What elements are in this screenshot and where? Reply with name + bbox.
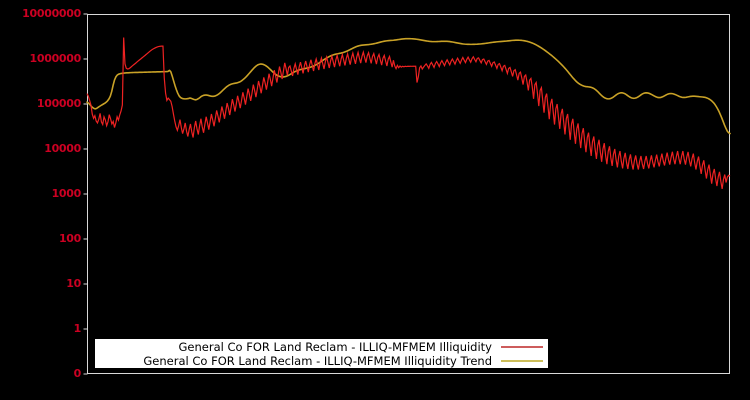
legend-swatch-illiquidity-trend xyxy=(501,360,543,362)
series-line-illiquidity xyxy=(86,37,731,189)
y-tick-label: 1000 xyxy=(51,187,82,200)
legend-label-illiquidity-trend: General Co FOR Land Reclam - ILLIQ-MFMEM… xyxy=(143,353,492,368)
y-tick-label: 10 xyxy=(66,277,81,290)
y-tick-label: 10000000 xyxy=(22,7,81,20)
y-tick-label: 10000 xyxy=(44,142,81,155)
y-tick-label: 0 xyxy=(73,367,82,380)
legend-entry-illiquidity-trend[interactable]: General Co FOR Land Reclam - ILLIQ-MFMEM… xyxy=(96,354,547,368)
legend-entry-illiquidity[interactable]: General Co FOR Land Reclam - ILLIQ-MFMEM… xyxy=(96,340,547,354)
legend-label-illiquidity: General Co FOR Land Reclam - ILLIQ-MFMEM… xyxy=(178,339,492,354)
legend-swatch-illiquidity xyxy=(501,346,543,348)
y-tick-label: 100 xyxy=(58,232,81,245)
y-tick-label: 100000 xyxy=(36,97,81,110)
y-tick-label: 1000000 xyxy=(29,52,82,65)
series-line-illiquidity-trend xyxy=(86,37,731,135)
chart-legend[interactable]: General Co FOR Land Reclam - ILLIQ-MFMEM… xyxy=(95,339,548,368)
y-axis-tick-marks xyxy=(83,13,88,375)
y-tick-label: 1 xyxy=(73,322,82,335)
